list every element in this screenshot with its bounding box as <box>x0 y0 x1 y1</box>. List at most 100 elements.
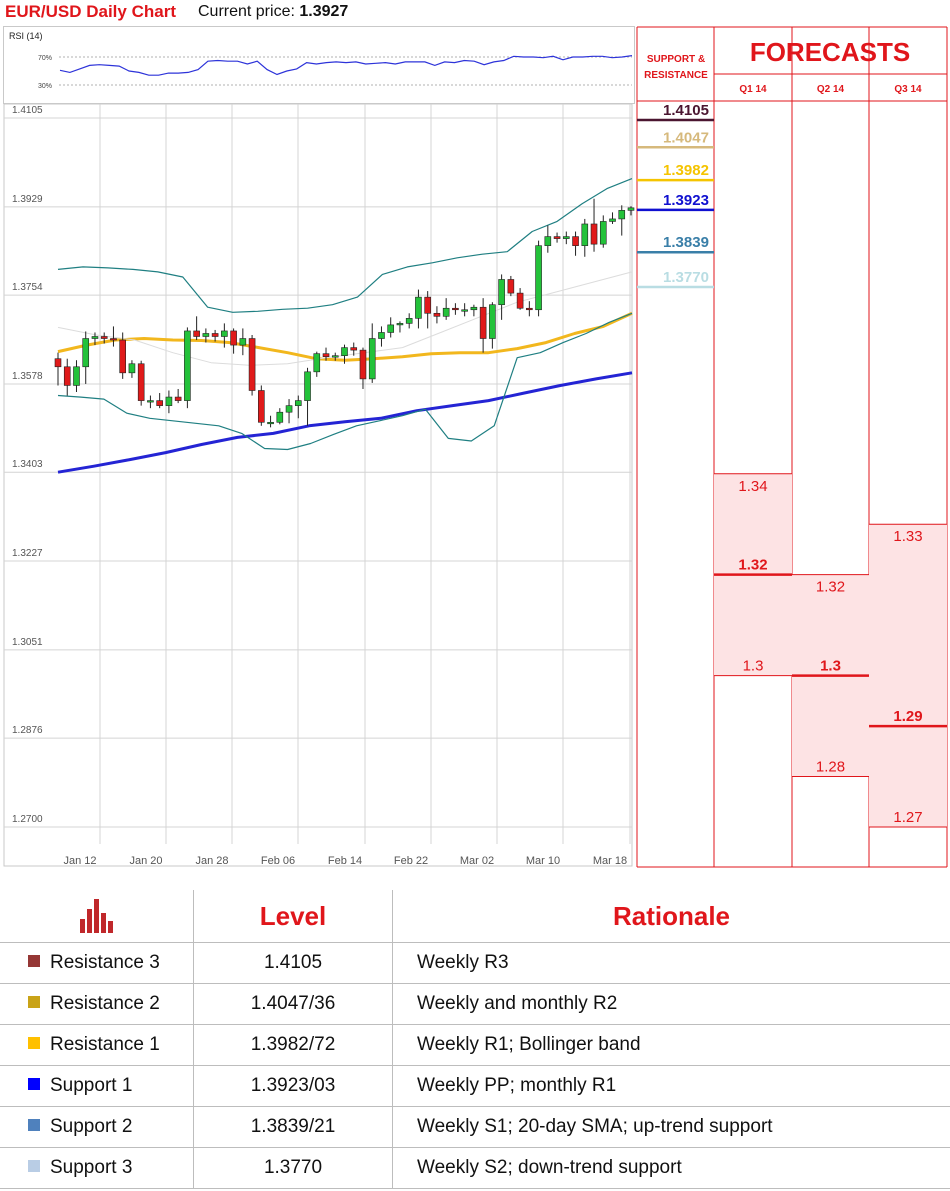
forecast-high-label: 1.32 <box>816 579 845 596</box>
y-tick-label: 1.2876 <box>12 725 43 736</box>
candle-down <box>211 333 219 337</box>
level-column-header: Level <box>193 890 393 943</box>
candle-up <box>239 338 247 346</box>
candle-up <box>184 330 191 401</box>
candle-down <box>452 307 459 311</box>
table-row: Support 1 1.3923/03 Weekly PP; monthly R1 <box>0 1065 950 1107</box>
rsi-panel: RSI (14) 70% 30% <box>3 26 635 104</box>
level-value: 1.4105 <box>193 942 393 984</box>
y-tick-label: 1.4105 <box>12 105 43 116</box>
level-rationale: Weekly S1; 20-day SMA; up-trend support <box>392 1106 950 1148</box>
levels-table: Level Rationale Resistance 3 1.4105 Weekly… <box>0 890 950 1189</box>
color-swatch <box>28 954 40 967</box>
table-row: Resistance 2 1.4047/36 Weekly and monthly … <box>0 983 950 1025</box>
rsi-series-line <box>59 55 633 76</box>
candle-up <box>442 307 450 317</box>
level-rationale: Weekly PP; monthly R1 <box>392 1065 950 1107</box>
candle-down <box>137 363 145 401</box>
candle-up <box>82 338 90 368</box>
forecast-column-label: Q3 14 <box>894 84 922 95</box>
level-rationale: Weekly R3 <box>392 942 950 984</box>
candle-up <box>581 223 589 246</box>
level-value: 1.3982/72 <box>193 1024 393 1066</box>
bar-chart-icon <box>79 899 113 934</box>
candle-down <box>119 339 126 374</box>
color-swatch <box>28 1118 40 1131</box>
sr-header-line: SUPPORT & <box>647 54 705 65</box>
table-row: Support 3 1.3770 Weekly S2; down-trend sup… <box>0 1147 950 1189</box>
level-name: Resistance 2 <box>50 992 160 1014</box>
candle-down <box>553 236 561 239</box>
level-name-cell: Support 1 <box>0 1065 194 1107</box>
x-tick-label: Mar 18 <box>593 855 627 867</box>
forecast-mid-label: 1.32 <box>738 557 767 574</box>
bollinger-upper-line <box>57 178 633 313</box>
color-swatch <box>28 1077 40 1090</box>
current-price: Current price: 1.3927 <box>198 3 348 21</box>
x-tick-label: Feb 14 <box>328 855 362 867</box>
current-price-value: 1.3927 <box>299 3 349 20</box>
candle-up <box>341 347 348 356</box>
candle-up <box>489 304 496 339</box>
candle-down <box>507 279 515 294</box>
forecast-low-label: 1.28 <box>816 759 845 776</box>
level-value: 1.3770 <box>193 1147 393 1189</box>
candle-up <box>470 306 478 311</box>
candle-down <box>479 306 487 339</box>
forecast-range-band <box>714 473 792 676</box>
candle-down <box>230 330 237 346</box>
level-name-cell: Support 2 <box>0 1106 194 1148</box>
x-tick-label: Feb 22 <box>394 855 428 867</box>
forecast-column-label: Q1 14 <box>739 84 767 95</box>
level-value: 1.3839/21 <box>193 1106 393 1148</box>
table-row: Resistance 3 1.4105 Weekly R3 <box>0 942 950 984</box>
candle-down <box>516 292 524 309</box>
color-swatch <box>28 995 40 1008</box>
sr-level-label: 1.3982 <box>663 162 709 179</box>
level-name: Support 2 <box>50 1115 133 1137</box>
sr-level-label: 1.4047 <box>663 129 709 146</box>
candle-up <box>304 371 311 401</box>
candle-up <box>535 245 542 311</box>
forecast-range-band <box>869 524 947 827</box>
level-name: Support 1 <box>50 1074 133 1096</box>
candle-up <box>563 236 570 239</box>
candle-down <box>350 347 358 351</box>
y-tick-label: 1.3227 <box>12 548 43 559</box>
candle-up <box>544 236 552 246</box>
candle-down <box>526 307 533 311</box>
candle-up <box>415 296 422 319</box>
candle-up <box>128 363 136 374</box>
candle-up <box>405 318 413 324</box>
x-tick-label: Mar 02 <box>460 855 494 867</box>
rsi-title: RSI (14) <box>9 31 43 41</box>
forecast-mid-label: 1.3 <box>820 658 841 675</box>
forecast-low-label: 1.27 <box>893 809 922 826</box>
candle-up <box>267 421 274 425</box>
color-swatch <box>28 1036 40 1049</box>
candle-down <box>248 338 256 391</box>
sr-level-label: 1.3923 <box>663 192 709 209</box>
x-tick-label: Feb 06 <box>261 855 295 867</box>
forecast-high-label: 1.34 <box>738 478 767 495</box>
sr-level-label: 1.3839 <box>663 234 709 251</box>
y-tick-label: 1.3051 <box>12 637 43 648</box>
level-name: Support 3 <box>50 1156 133 1178</box>
candle-down <box>174 396 182 401</box>
level-value: 1.4047/36 <box>193 983 393 1025</box>
candle-down <box>424 296 431 314</box>
candle-up <box>609 218 616 222</box>
forecast-range-band <box>792 574 869 777</box>
candle-up <box>73 366 80 386</box>
candle-up <box>285 405 293 413</box>
chart-title: EUR/USD Daily Chart <box>5 2 176 21</box>
candle-up <box>202 333 210 337</box>
candle-up <box>396 323 404 326</box>
color-swatch <box>28 1159 40 1172</box>
forecasts-title: FORECASTS <box>750 37 910 67</box>
plot-area <box>3 104 633 867</box>
candle-up <box>294 400 302 406</box>
chart-header: EUR/USD Daily Chart Current price: 1.392… <box>5 0 348 24</box>
candle-up <box>165 396 173 406</box>
candle-down <box>572 236 579 246</box>
